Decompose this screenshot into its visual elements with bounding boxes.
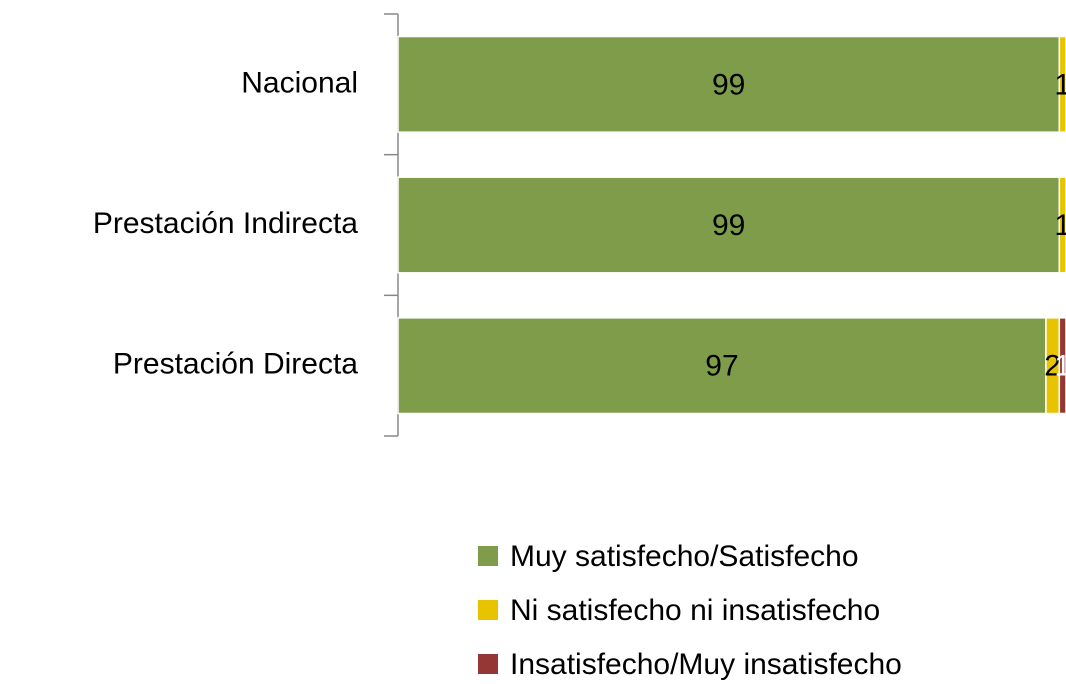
data-label: 97 [705,350,738,383]
bar-segment [397,35,1061,133]
data-label: 2 [1044,350,1061,383]
data-label: 99 [712,68,745,101]
data-label: 1 [1054,350,1066,383]
legend-label: Insatisfecho/Muy insatisfecho [510,648,902,681]
legend-label: Ni satisfecho ni insatisfecho [510,594,880,627]
legend-label: Muy satisfecho/Satisfecho [510,540,859,573]
data-label: 1 [1054,209,1066,242]
y-tick-label: Nacional [241,66,358,99]
legend-swatch [478,654,498,674]
data-label: 99 [712,209,745,242]
legend-swatch [478,600,498,620]
y-tick-label: Prestación Indirecta [93,207,358,240]
bar-segment [397,317,1047,415]
bar-segment [397,176,1061,274]
legend-swatch [478,546,498,566]
y-tick-label: Prestación Directa [113,348,358,381]
data-label: 1 [1054,68,1066,101]
